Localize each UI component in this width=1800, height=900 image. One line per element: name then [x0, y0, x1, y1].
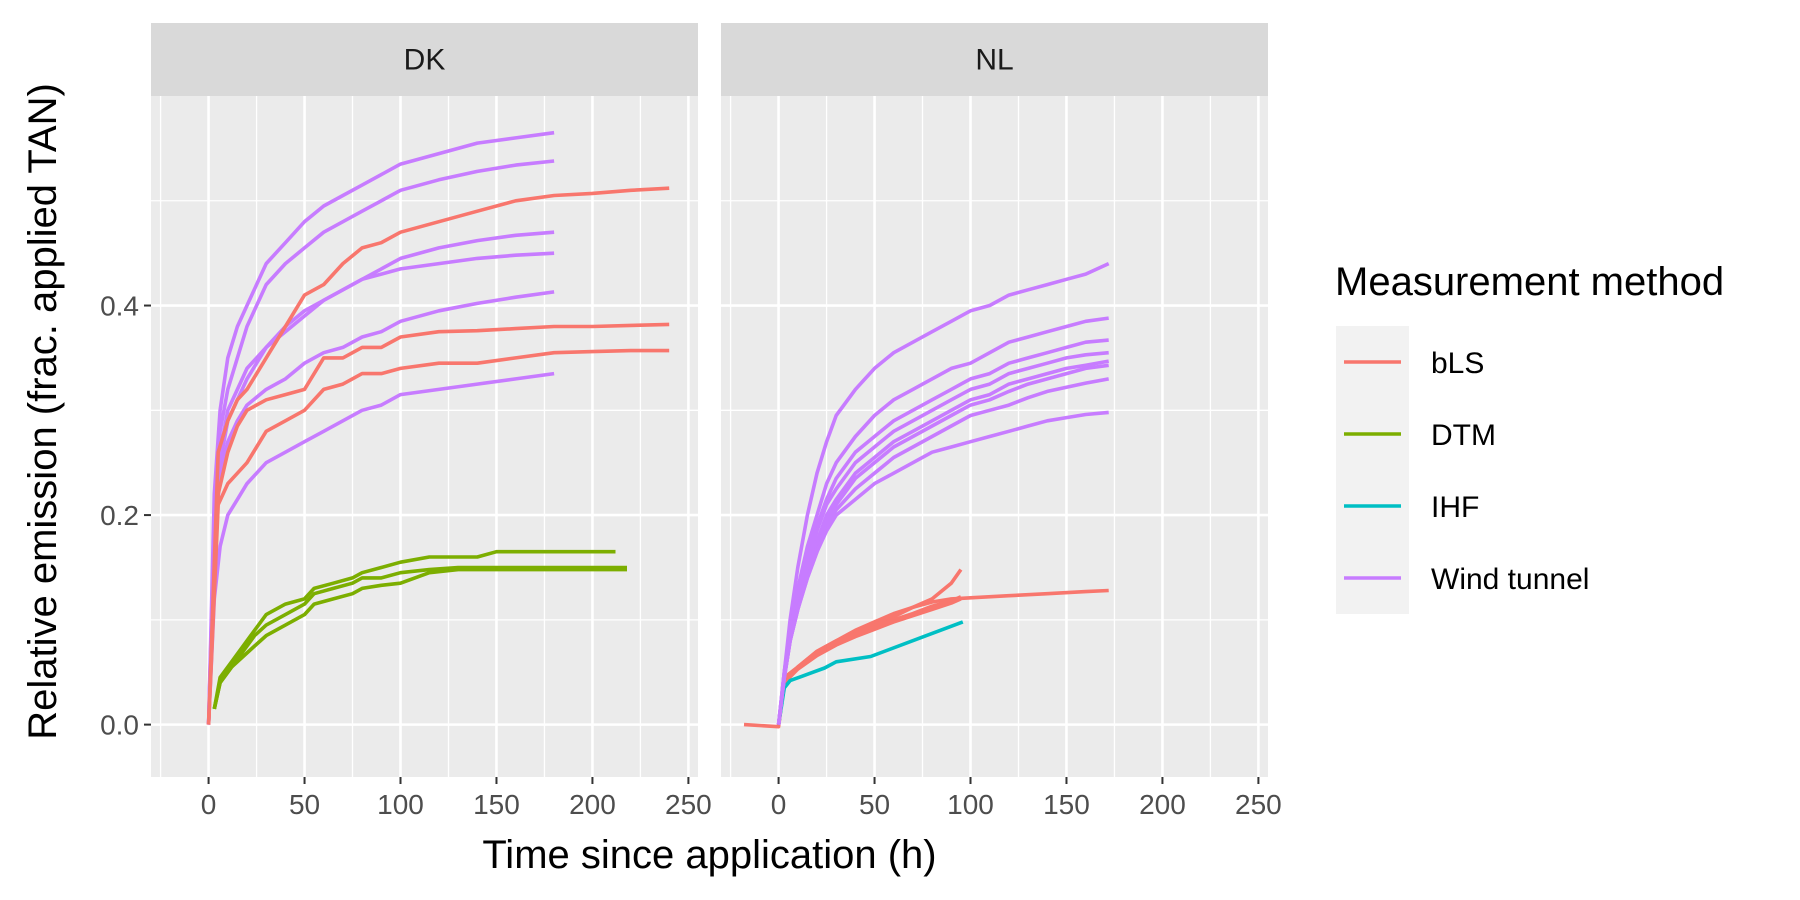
legend-label: IHF: [1431, 491, 1479, 524]
x-tick-label: 50: [859, 789, 890, 820]
y-tick-label: 0.0: [100, 710, 139, 741]
series-line-wind-tunnel: [776, 261, 1110, 725]
x-tick-label: 200: [569, 789, 616, 820]
x-tick-label: 150: [1043, 789, 1090, 820]
series-line-dtm: [212, 565, 627, 710]
facet-label: DK: [404, 44, 446, 77]
series-line-bls: [206, 186, 670, 725]
x-axis-title: Time since application (h): [482, 833, 936, 877]
series-line-ihf: [776, 620, 964, 725]
facet-strip: [721, 23, 1268, 96]
series-line-wind-tunnel: [206, 130, 555, 725]
legend-label: bLS: [1431, 347, 1484, 380]
series-line-wind-tunnel: [206, 251, 555, 725]
x-tick-label: 100: [947, 789, 994, 820]
x-tick-label: 0: [201, 789, 217, 820]
legend-key-background: [1336, 326, 1409, 614]
series-line-dtm: [212, 567, 627, 710]
series-line-wind-tunnel: [776, 410, 1109, 725]
y-tick-label: 0.4: [100, 291, 139, 322]
plot-background: [151, 96, 698, 777]
facet-strip: [151, 23, 698, 96]
series-line-wind-tunnel: [776, 316, 1109, 725]
x-tick-label: 0: [771, 789, 787, 820]
y-axis-title: Relative emission (frac. applied TAN): [21, 83, 65, 740]
x-tick-label: 200: [1139, 789, 1186, 820]
legend: Measurement method bLS DTM IHF Wind tunnel: [1335, 260, 1724, 614]
series-line-bls: [206, 322, 670, 725]
series-line-dtm: [212, 549, 616, 710]
series-line-wind-tunnel: [206, 371, 555, 725]
legend-title: Measurement method: [1335, 260, 1724, 304]
panel-nl: NL 0 50 100 150 200 250: [721, 23, 1282, 820]
legend-label: DTM: [1431, 419, 1496, 452]
panel-dk: DK 0 50 100 150 200 250: [151, 23, 712, 820]
x-tick-label: 100: [377, 789, 424, 820]
x-tick-label: 150: [473, 789, 520, 820]
x-tick-label: 250: [665, 789, 712, 820]
series-line-bls: [206, 348, 670, 725]
legend-label: Wind tunnel: [1431, 563, 1589, 596]
x-tick-label: 50: [289, 789, 320, 820]
y-tick-label: 0.2: [100, 500, 139, 531]
series-line-wind-tunnel: [206, 159, 555, 725]
facet-label: NL: [975, 44, 1013, 77]
series-line-wind-tunnel: [206, 290, 555, 725]
series-line-bls: [776, 597, 962, 725]
x-tick-label: 250: [1235, 789, 1282, 820]
